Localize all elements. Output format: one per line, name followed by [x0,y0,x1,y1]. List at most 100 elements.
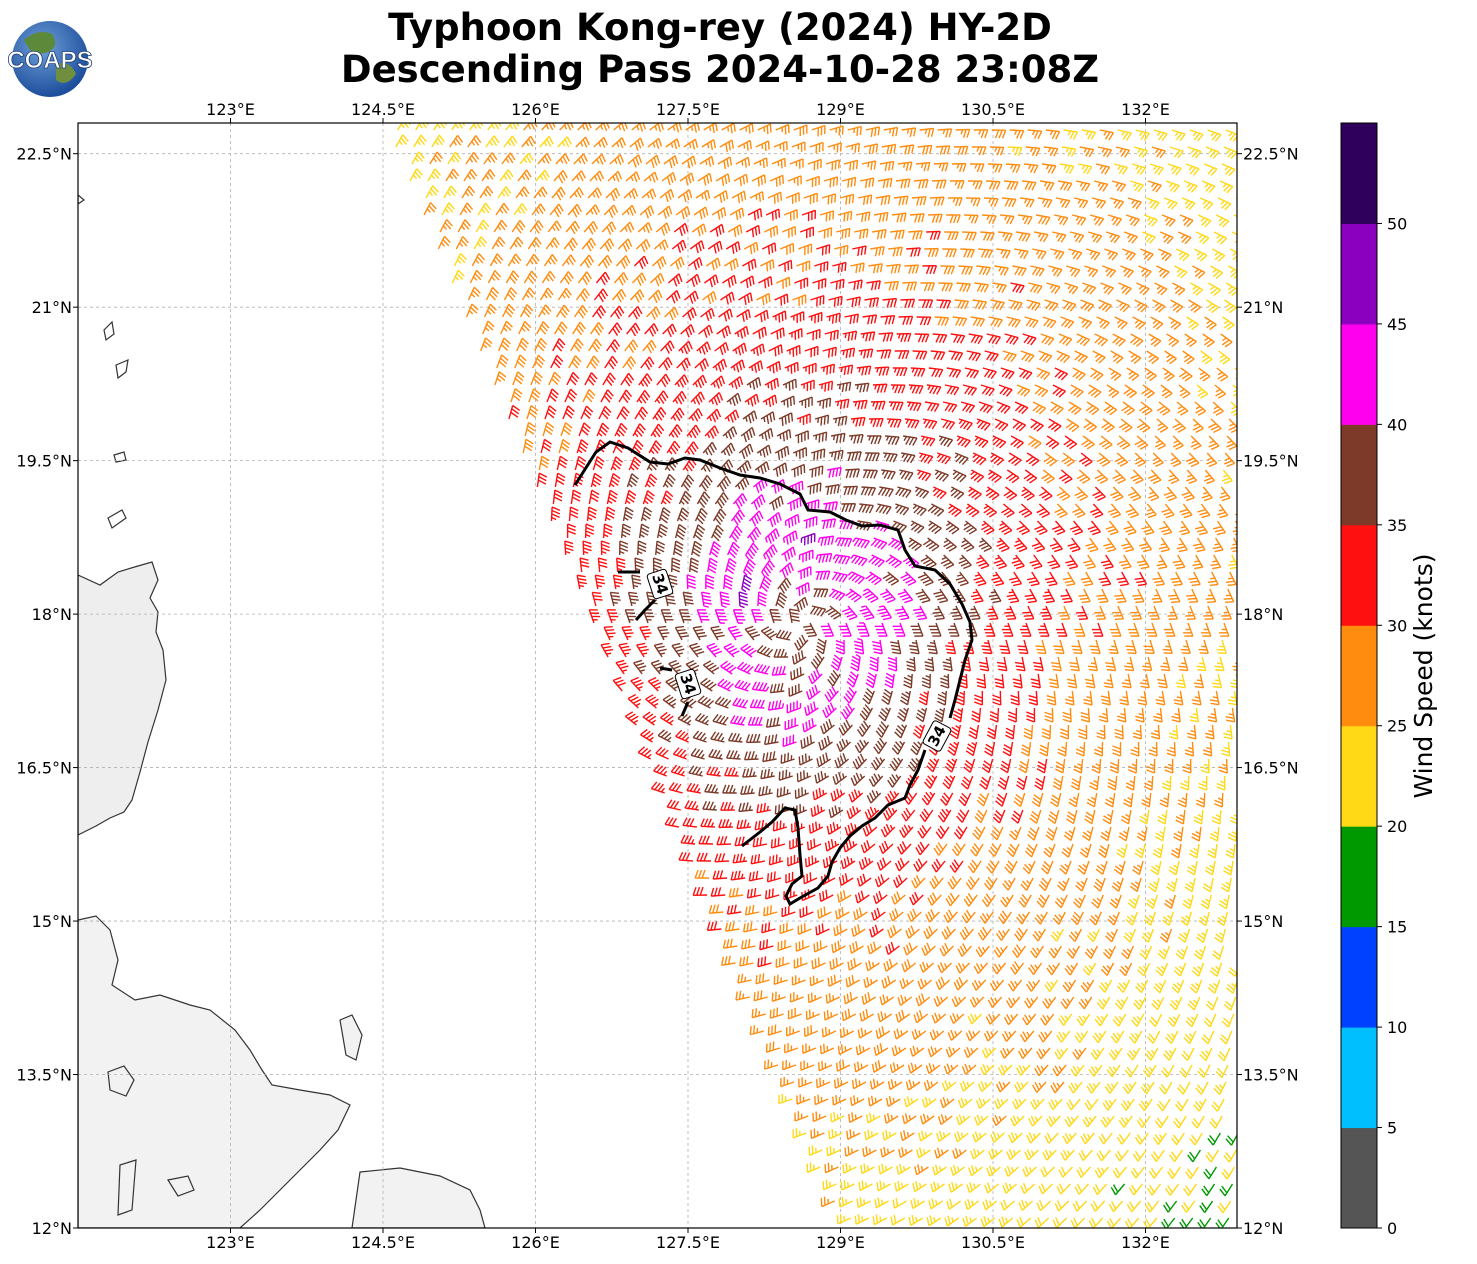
wind-barb [1072,367,1086,381]
wind-barb [1077,860,1090,875]
wind-barb [786,700,802,714]
wind-barb [897,707,910,722]
wind-barb [1056,350,1071,364]
wind-barb [621,625,634,641]
wind-barb [763,905,778,917]
wind-barb [692,730,707,743]
bottom-lon-tick-label: 123°E [206,1233,255,1252]
wind-barb [1070,384,1084,398]
wind-barb [1173,1115,1187,1129]
wind-barb [771,991,786,1002]
wind-barb [892,1197,907,1209]
wind-barb [1082,962,1097,976]
wind-barb [827,669,841,687]
wind-barb [431,134,445,148]
wind-barb [951,162,967,172]
wind-barb [1062,1132,1077,1144]
wind-barb [1182,350,1195,365]
wind-barb [800,379,815,392]
wind-barb [775,629,792,641]
wind-barb [1098,435,1113,450]
wind-barb [477,202,492,216]
wind-barb [666,440,681,455]
wind-barb [1148,741,1158,757]
wind-barb [1215,214,1230,228]
wind-barb [1130,469,1144,485]
wind-barb [1005,996,1021,1009]
wind-barb [901,452,916,464]
wind-barb [862,469,878,479]
wind-barb [1205,724,1215,740]
wind-barb [802,362,817,375]
wind-barb [1070,775,1082,791]
wind-barb [1197,214,1212,228]
wind-barb [1160,384,1173,399]
wind-barb [820,1196,835,1208]
wind-barb [768,854,784,866]
wind-barb [538,455,550,471]
wind-barb [1145,894,1158,909]
wind-barb [809,465,824,478]
wind-barb [911,875,926,889]
wind-barb [1112,741,1122,757]
wind-barb [1203,1013,1217,1028]
wind-barb [875,194,891,206]
wind-barb [1079,146,1095,158]
wind-barb [1040,1166,1055,1178]
wind-barb [1156,418,1169,433]
wind-barb [668,424,683,438]
wind-barb [649,272,665,287]
wind-barb [890,639,902,655]
wind-barb [1129,180,1144,193]
wind-barb [695,189,711,201]
wind-barb [714,609,728,624]
wind-barb [827,974,842,987]
wind-barb [873,737,888,755]
wind-barb [994,418,1009,432]
wind-barb [1223,1149,1237,1163]
wind-barb [890,384,906,394]
wind-barb [972,1131,987,1143]
wind-barb [1060,588,1073,604]
wind-barb [913,858,928,872]
wind-barb [1123,384,1137,399]
wind-barb [900,571,917,587]
wind-barb [990,299,1005,311]
wind-barb [471,253,486,267]
wind-barb [854,228,869,240]
wind-barb [1086,928,1101,943]
wind-barb [1074,1183,1090,1195]
wind-barb [1030,945,1044,959]
wind-barb [1195,520,1209,536]
wind-barb [848,789,864,803]
wind-barb [664,816,680,828]
wind-barb [761,559,776,577]
wind-barb [650,659,665,675]
wind-barb [1191,826,1202,842]
wind-barb [1164,758,1174,774]
wind-barb [887,925,902,939]
wind-barb [984,741,996,757]
wind-barb [692,886,708,896]
wind-barb [770,837,786,849]
wind-barb [857,194,873,206]
wind-barb [734,476,750,491]
wind-barb [928,367,944,378]
wind-barb [1155,962,1169,977]
wind-barb [698,474,713,492]
wind-barb [511,219,526,234]
wind-barb [774,293,789,306]
wind-barb [946,367,962,379]
wind-barb [570,338,584,352]
wind-barb [1163,622,1176,637]
wind-barb [908,537,922,552]
wind-barb [963,893,978,907]
wind-barb [1152,1132,1167,1145]
wind-barb [977,1080,993,1093]
wind-barb [519,304,534,318]
wind-barb [859,704,874,721]
wind-barb [1090,1047,1105,1060]
wind-barb [720,955,736,966]
colorbar-segment [1341,524,1377,626]
wind-barb [720,291,735,305]
